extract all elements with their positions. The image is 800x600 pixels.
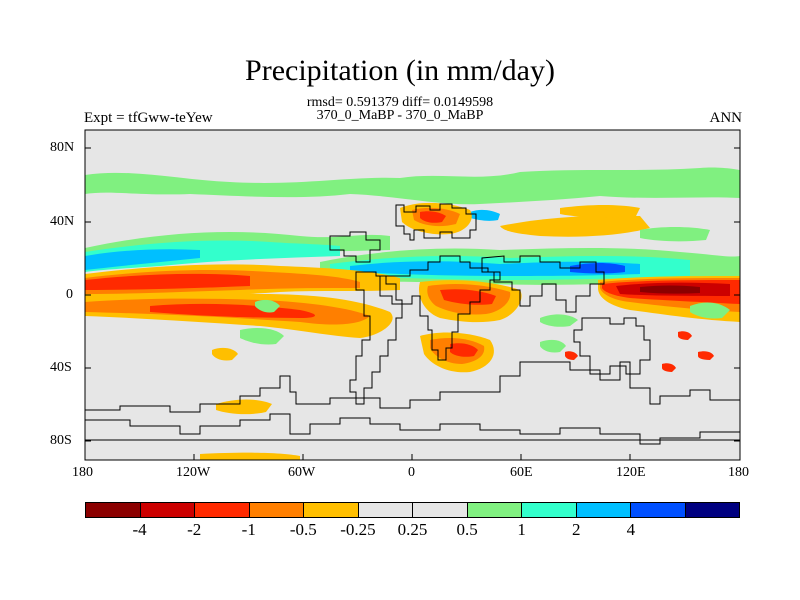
coastline-europe [395, 203, 477, 241]
x-tick-180e: 180 [728, 465, 749, 480]
experiment-line: 370_0_MaBP - 370_0_MaBP [316, 108, 484, 123]
map-field [85, 130, 740, 460]
map-title: Precipitation (in mm/day) [245, 54, 555, 87]
asia-yellow [500, 215, 650, 237]
south-green-3 [690, 302, 730, 319]
y-tick-80n: 80N [50, 140, 75, 155]
coastline-africa [379, 255, 501, 361]
colorbar-label: -2 [187, 520, 202, 539]
south-atlantic-yellow [216, 399, 272, 415]
x-tick-60w: 60W [288, 465, 316, 480]
x-tick-120w: 120W [176, 465, 211, 480]
colorbar-label: 2 [572, 520, 581, 539]
colorbar-box [140, 503, 195, 517]
season-label: ANN [709, 110, 743, 126]
pacific-cyan [85, 240, 340, 272]
africa-red [440, 289, 496, 305]
stats-header: rmsd= 0.591379 diff= 0.0149598 370_0_MaB… [0, 95, 800, 123]
south-green-2 [540, 314, 578, 327]
south-green-1 [240, 328, 284, 345]
colorbar-label: -0.25 [340, 520, 376, 539]
south-africa-red [450, 343, 478, 357]
colorbar-label: 1 [517, 520, 526, 539]
colorbar-label: 4 [626, 520, 636, 539]
europe-red [420, 211, 446, 223]
indian-blue-core [570, 263, 625, 274]
colorbar-label: 0.25 [397, 520, 428, 539]
colorbar-label: -1 [241, 520, 256, 539]
southern-yellow-strip [200, 452, 300, 460]
north-green-east-patch [640, 227, 710, 242]
rmsd-diff-line: rmsd= 0.591379 diff= 0.0149598 [306, 95, 494, 110]
colorbar-box [685, 503, 740, 517]
y-tick-0: 0 [66, 287, 73, 302]
coastline-antarctica [85, 361, 740, 445]
south-red-spot-1 [565, 351, 578, 360]
equatorial-red-band [85, 273, 250, 290]
colorbar-label: -0.5 [289, 520, 317, 539]
north-green-band [85, 167, 740, 205]
x-tick-0: 0 [408, 465, 415, 480]
atlantic-lightblue-belt [350, 261, 640, 276]
south-pacific-yellow [212, 347, 238, 361]
pacific-blue [85, 249, 200, 270]
south-red-spot-4 [662, 363, 676, 372]
colorbar-box [522, 503, 577, 517]
midlat-blue-spot [470, 209, 500, 221]
colorbar-box [304, 503, 359, 517]
warmpool-core [640, 285, 700, 294]
colorbar-box [85, 503, 141, 517]
x-tick-60e: 60E [510, 465, 533, 480]
y-tick-40s: 40S [50, 360, 72, 375]
coastline-south-america [349, 271, 403, 405]
north-yellow-east [560, 205, 640, 218]
south-green-5 [255, 299, 280, 313]
tick-marks [84, 147, 741, 460]
colorbar-box [195, 503, 250, 517]
south-red-spot-3 [698, 351, 714, 360]
coastline-asia [481, 255, 605, 313]
colorbar-box [576, 503, 631, 517]
x-tick-180w: 180 [72, 465, 93, 480]
coastline-australia [573, 317, 651, 375]
colorbar-box [413, 503, 468, 517]
south-green-4 [540, 339, 566, 353]
y-tick-40n: 40N [50, 214, 75, 229]
colorbar-box [467, 503, 522, 517]
y-tick-80s: 80S [50, 433, 72, 448]
coastlines [85, 203, 740, 445]
colorbar-box [358, 503, 413, 517]
colorbar-label: -4 [132, 520, 147, 539]
colorbar-box [249, 503, 304, 517]
south-red-spot-2 [678, 331, 692, 340]
colorbar [85, 502, 740, 518]
coastline-greenland-nam [329, 231, 381, 263]
experiment-label: Expt = tfGww-teYew [84, 110, 213, 126]
colorbar-label: 0.5 [456, 520, 478, 539]
colorbar-box [631, 503, 686, 517]
x-tick-120e: 120E [616, 465, 646, 480]
